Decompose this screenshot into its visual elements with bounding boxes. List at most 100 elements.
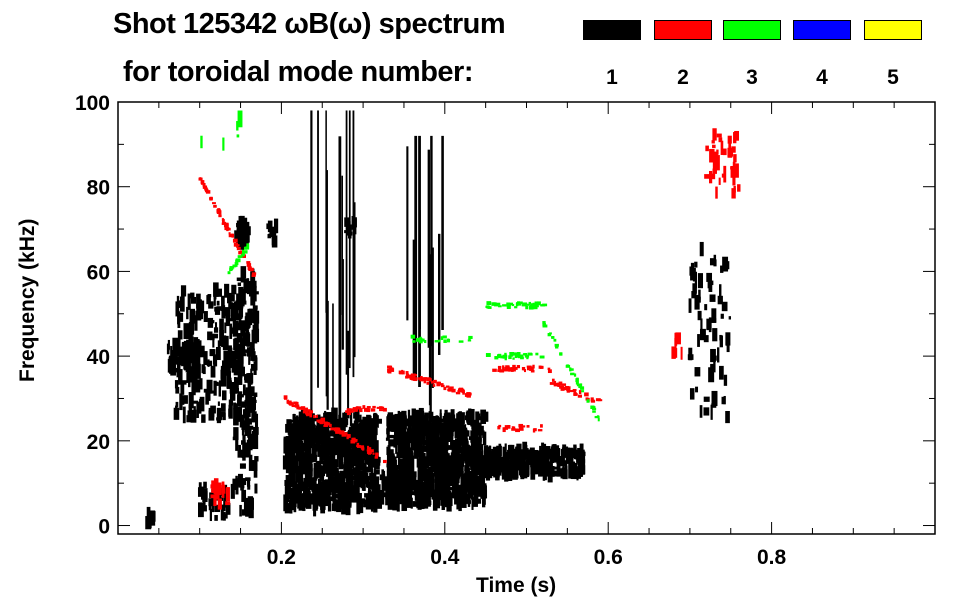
- spectral-cell: [372, 473, 377, 487]
- spectral-cell: [237, 449, 243, 458]
- spectral-cell: [494, 303, 499, 307]
- spectral-cell: [194, 316, 198, 331]
- spectral-cell: [208, 410, 215, 421]
- spectral-cell: [238, 311, 242, 325]
- spectral-cell: [191, 356, 197, 371]
- spectral-cell: [246, 415, 250, 422]
- spectral-cell: [550, 465, 555, 477]
- spectral-cell: [581, 390, 585, 393]
- spectral-cell: [361, 481, 366, 491]
- spectral-cell: [468, 408, 472, 426]
- spectral-feature-mode-2: [198, 177, 257, 277]
- spectral-streak: [338, 136, 342, 419]
- spectral-cell: [181, 395, 188, 404]
- spectral-cell: [364, 407, 369, 411]
- spectral-cell: [250, 363, 256, 371]
- spectral-cell: [225, 487, 230, 502]
- spectral-cell: [558, 381, 563, 386]
- spectral-cell: [444, 464, 448, 471]
- spectral-cell: [386, 446, 389, 456]
- spectral-cell: [708, 367, 715, 383]
- spectral-cell: [720, 313, 724, 319]
- spectral-cell: [689, 388, 695, 400]
- spectral-cell: [221, 488, 226, 494]
- spectral-cell: [252, 318, 257, 324]
- spectral-cell: [725, 410, 730, 424]
- spectral-cell: [502, 368, 507, 371]
- spectral-cell: [273, 218, 279, 234]
- spectral-cell: [455, 391, 461, 395]
- spectral-cell: [213, 380, 217, 396]
- spectral-cell: [372, 405, 376, 409]
- spectral-cell: [505, 465, 510, 476]
- spectral-cell: [219, 318, 224, 331]
- spectral-cell: [180, 380, 185, 395]
- spectral-cell: [234, 262, 239, 266]
- spectral-cell: [238, 302, 244, 318]
- spectral-cell: [172, 351, 178, 365]
- spectral-cell: [525, 448, 529, 456]
- spectral-cell: [547, 369, 552, 374]
- spectral-cell: [520, 356, 524, 360]
- spectral-cell: [188, 404, 192, 415]
- spectral-cell: [197, 487, 202, 497]
- spectral-cell: [399, 432, 403, 444]
- spectral-cell: [529, 304, 535, 309]
- spectral-cell: [392, 442, 397, 446]
- spectral-cell: [458, 453, 462, 462]
- spectral-cell: [421, 434, 426, 439]
- spectral-cell: [533, 428, 537, 432]
- spectral-cell: [516, 365, 521, 369]
- spectral-cell: [431, 424, 438, 431]
- spectral-cell: [401, 459, 405, 469]
- spectral-cell: [473, 464, 477, 470]
- spectral-feature-mode-2: [283, 395, 387, 464]
- spectral-cell: [699, 405, 703, 418]
- spectral-cell: [344, 217, 350, 227]
- spectral-cell: [204, 189, 209, 193]
- spectral-cell: [291, 404, 297, 408]
- spectral-cell: [297, 407, 303, 410]
- spectral-feature-mode-3: [542, 321, 600, 422]
- spectral-cell: [310, 480, 317, 487]
- spectral-cell: [370, 434, 373, 448]
- spectral-cell: [300, 464, 305, 469]
- spectral-cell: [209, 333, 215, 341]
- spectral-cell: [146, 519, 152, 529]
- spectral-cell: [236, 247, 240, 251]
- spectral-cell: [296, 406, 300, 410]
- spectral-cell: [236, 220, 243, 225]
- spectral-cell: [400, 414, 407, 427]
- spectral-cell: [237, 394, 242, 406]
- spectral-cell: [326, 468, 329, 477]
- spectral-cell: [494, 356, 499, 360]
- spectral-cell: [297, 496, 302, 509]
- spectral-cell: [506, 303, 512, 306]
- spectral-cell: [209, 349, 215, 357]
- spectral-cell: [246, 400, 251, 417]
- spectral-cell: [365, 478, 370, 488]
- spectral-cell: [325, 467, 331, 472]
- spectral-cell: [403, 470, 410, 482]
- spectral-cell: [402, 433, 405, 446]
- spectral-cell: [502, 304, 507, 307]
- spectral-cell: [481, 476, 486, 491]
- spectral-cell: [440, 463, 443, 476]
- spectral-cell: [334, 427, 339, 431]
- spectral-cell: [240, 401, 247, 408]
- spectral-cell: [371, 462, 377, 468]
- spectral-cell: [586, 399, 590, 403]
- spectral-cell: [502, 428, 506, 433]
- spectral-cell: [699, 328, 706, 341]
- spectral-cell: [471, 469, 474, 474]
- spectral-cell: [176, 371, 182, 378]
- spectral-cell: [343, 482, 347, 495]
- spectral-cell: [535, 302, 540, 305]
- spectral-cell: [443, 339, 447, 343]
- spectral-cell: [719, 365, 724, 380]
- spectral-cell: [478, 422, 482, 432]
- spectral-cell: [571, 450, 575, 456]
- spectral-cell: [364, 421, 367, 428]
- spectral-cell: [336, 438, 342, 455]
- spectral-cell: [308, 442, 312, 459]
